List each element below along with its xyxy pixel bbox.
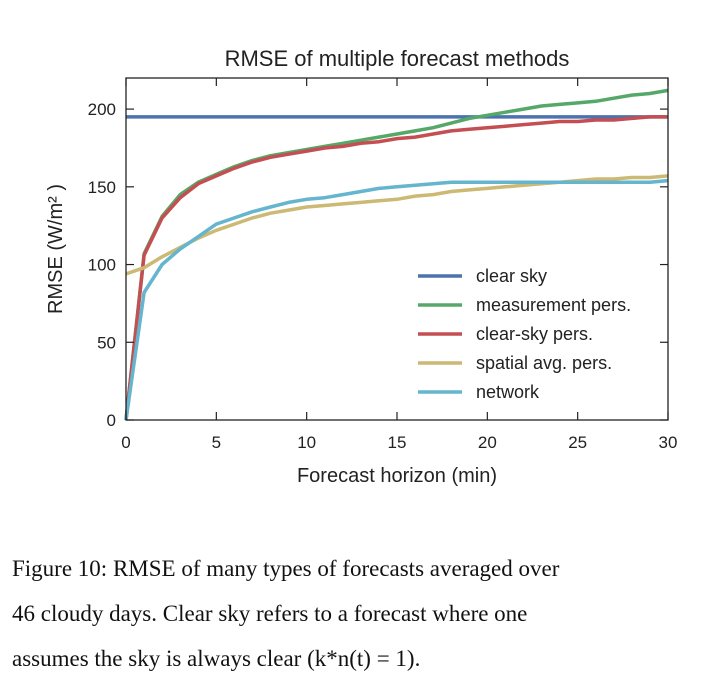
x-axis: 0 5 10 15 20 25 30 <box>121 78 677 452</box>
caption-line: assumes the sky is always clear (k*n(t) … <box>12 646 421 671</box>
x-tick-label: 25 <box>568 433 587 452</box>
series-line-4 <box>124 178 669 421</box>
x-tick-label: 0 <box>121 433 130 452</box>
rmse-line-chart: RMSE of multiple forecast methods 0 5 10 15… <box>45 46 677 487</box>
y-tick-label: 0 <box>107 411 116 430</box>
legend-label: measurement pers. <box>476 295 631 315</box>
legend-label: spatial avg. pers. <box>476 353 612 373</box>
y-tick-label: 150 <box>88 178 116 197</box>
x-tick-label: 30 <box>659 433 678 452</box>
x-tick-label: 15 <box>388 433 407 452</box>
y-axis: 0 50 100 150 200 <box>88 100 668 430</box>
plot-area <box>124 88 669 421</box>
caption-line: Figure 10: RMSE of many types of forecas… <box>12 556 560 581</box>
x-tick-label: 20 <box>478 433 497 452</box>
caption-line: 46 cloudy days. Clear sky refers to a fo… <box>12 601 528 626</box>
series-line-2 <box>124 115 668 421</box>
y-tick-label: 200 <box>88 100 116 119</box>
x-axis-label: Forecast horizon (min) <box>297 465 497 487</box>
x-tick-label: 10 <box>297 433 316 452</box>
y-tick-label: 50 <box>97 333 116 352</box>
legend-label: network <box>476 382 540 402</box>
x-tick-label: 5 <box>212 433 221 452</box>
legend-label: clear sky <box>476 266 547 286</box>
figure-caption: Figure 10: RMSE of many types of forecas… <box>12 546 698 681</box>
legend: clear sky measurement pers. clear-sky pers… <box>418 266 631 402</box>
y-tick-label: 100 <box>88 256 116 275</box>
y-axis-label: RMSE (W/m² ) <box>45 184 67 314</box>
legend-label: clear-sky pers. <box>476 324 593 344</box>
series-line-3 <box>125 174 669 276</box>
chart-title: RMSE of multiple forecast methods <box>225 46 570 71</box>
